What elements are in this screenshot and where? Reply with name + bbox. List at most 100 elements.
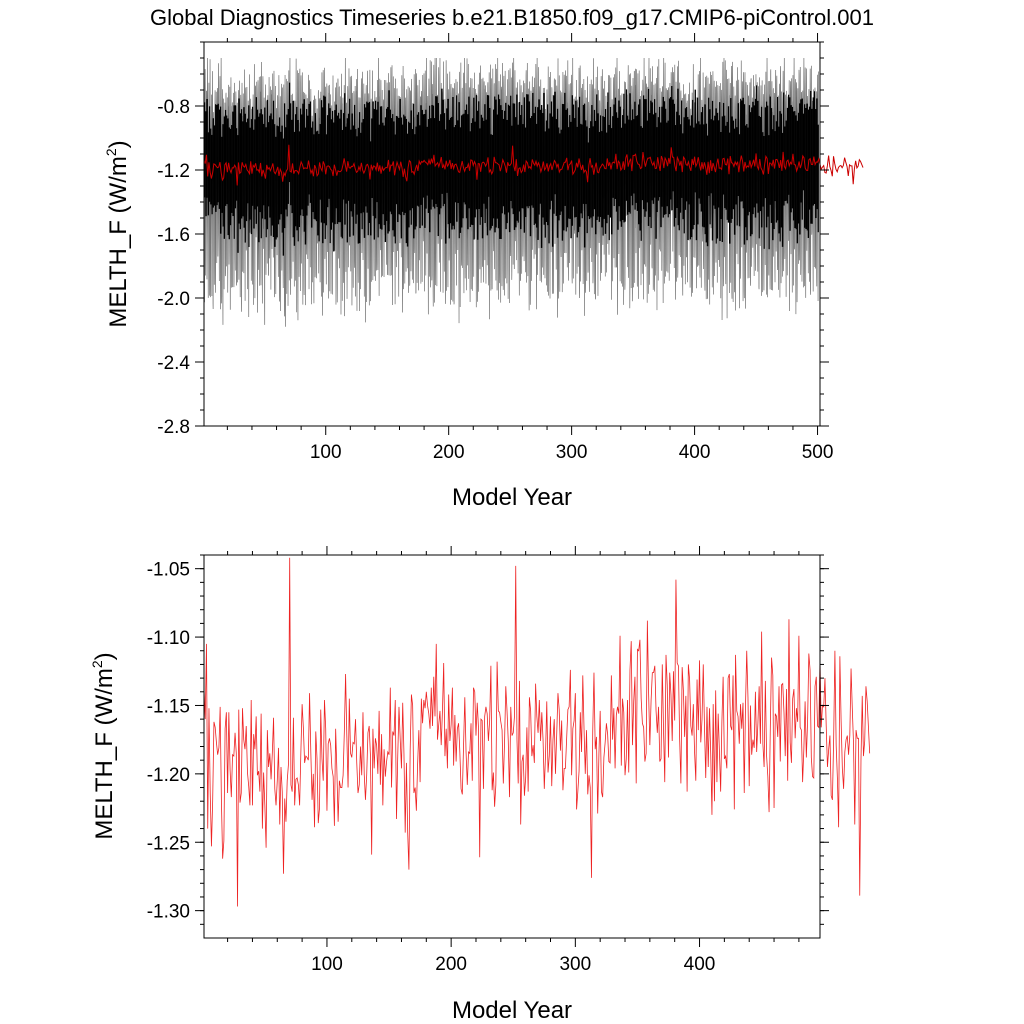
top-core-bar [208, 106, 211, 202]
top-core-bar [238, 98, 240, 224]
top-core-bar [703, 124, 705, 228]
top-core-bar [526, 94, 528, 207]
top-core-bar [319, 124, 321, 200]
top-x-axis-label: Model Year [452, 484, 572, 511]
top-core-bar [790, 105, 792, 213]
top-core-bar [533, 113, 535, 225]
top-core-bar [264, 107, 266, 220]
top-core-bar [506, 119, 508, 224]
top-core-bar [304, 127, 307, 245]
top-core-bar [751, 107, 753, 235]
top-core-bar [665, 108, 667, 215]
top-core-bar [239, 113, 242, 230]
top-core-bar [313, 134, 315, 219]
top-core-bar [570, 121, 572, 239]
top-core-bar [385, 108, 388, 221]
top-core-bar [356, 136, 358, 215]
top-core-bar [704, 104, 706, 235]
top-core-bar [609, 106, 612, 218]
top-core-bar [235, 128, 238, 201]
top-core-bar [361, 122, 363, 230]
top-core-bar [529, 118, 532, 237]
top-core-bar [339, 118, 341, 223]
top-core-bar [554, 91, 556, 195]
top-core-bar [290, 103, 292, 206]
top-core-bar [217, 103, 219, 203]
top-core-bar [330, 119, 332, 230]
top-core-bar [528, 101, 530, 207]
top-core-bar [479, 128, 481, 225]
top-core-bar [282, 138, 285, 256]
top-core-bar [216, 104, 218, 206]
top-core-bar [227, 118, 229, 236]
top-annual-mean-line [203, 144, 864, 186]
top-core-bar [765, 101, 768, 228]
top-core-bar [599, 115, 602, 217]
bottom-y-tick-label: -1.15 [147, 696, 190, 717]
bottom-x-tick-label: 300 [559, 954, 591, 975]
top-core-bar [725, 125, 727, 210]
top-core-bar [745, 125, 747, 228]
top-core-bar [668, 98, 671, 215]
top-core-bar [671, 86, 673, 211]
top-core-bar [365, 107, 367, 207]
top-core-bar [438, 120, 441, 215]
top-core-bar [310, 127, 313, 228]
top-core-bar [729, 132, 731, 244]
top-core-bar [443, 113, 446, 204]
top-core-bar [224, 109, 227, 206]
bottom-x-tick-label: 200 [435, 954, 467, 975]
top-core-bar [738, 134, 741, 227]
top-core-bar [266, 99, 269, 230]
bottom-ticks-group: 100 200 300 400 -1.30 -1.25 -1.20 -1.15 -1.10 -1.… [147, 546, 829, 975]
top-core-bar [706, 135, 709, 247]
top-core-bar [532, 92, 534, 208]
top-core-bar [583, 103, 586, 248]
top-core-bar [572, 104, 575, 207]
top-core-bar [594, 120, 597, 235]
bottom-y-tick-label: -1.30 [147, 902, 190, 923]
top-core-bar [800, 99, 802, 203]
top-core-bar [204, 102, 206, 198]
top-core-bar [335, 104, 337, 209]
top-core-bar [408, 121, 410, 228]
top-core-bar [608, 124, 610, 241]
top-y-tick-label: -1.6 [157, 225, 190, 246]
top-core-bar [688, 119, 690, 205]
top-core-bar [233, 105, 235, 239]
top-core-bar [269, 115, 271, 218]
top-core-bar [505, 102, 507, 230]
top-core-bar [449, 117, 452, 224]
top-core-bar [336, 115, 339, 224]
top-core-bar [735, 118, 737, 205]
top-core-bar [689, 125, 692, 240]
top-core-bar [705, 123, 707, 243]
top-core-bar [283, 103, 286, 229]
top-core-bar [612, 116, 614, 198]
top-core-bar [799, 103, 801, 235]
top-core-bar [796, 120, 798, 244]
top-core-bar [708, 97, 710, 196]
top-y-label-sup: 2 [103, 148, 119, 156]
top-core-bar [561, 103, 564, 241]
top-core-bar [228, 127, 230, 240]
top-core-bar [301, 114, 303, 210]
top-core-bar [371, 118, 373, 198]
top-core-bar [634, 101, 636, 210]
top-core-bar [451, 116, 453, 230]
top-core-bar [437, 103, 439, 237]
top-core-bar [261, 114, 264, 219]
top-core-bar [740, 98, 742, 202]
top-core-bar [524, 127, 527, 218]
top-core-bar [358, 112, 361, 244]
top-core-bar [222, 124, 224, 227]
top-core-bar [395, 115, 398, 205]
top-core-bar [323, 95, 325, 224]
top-core-bar [430, 118, 432, 210]
top-x-tick-label: 200 [433, 442, 465, 463]
top-core-bar [687, 116, 689, 240]
top-core-bar [577, 107, 580, 233]
top-core-bar [263, 123, 265, 206]
top-core-bar [788, 94, 790, 195]
top-core-bar [655, 112, 657, 239]
